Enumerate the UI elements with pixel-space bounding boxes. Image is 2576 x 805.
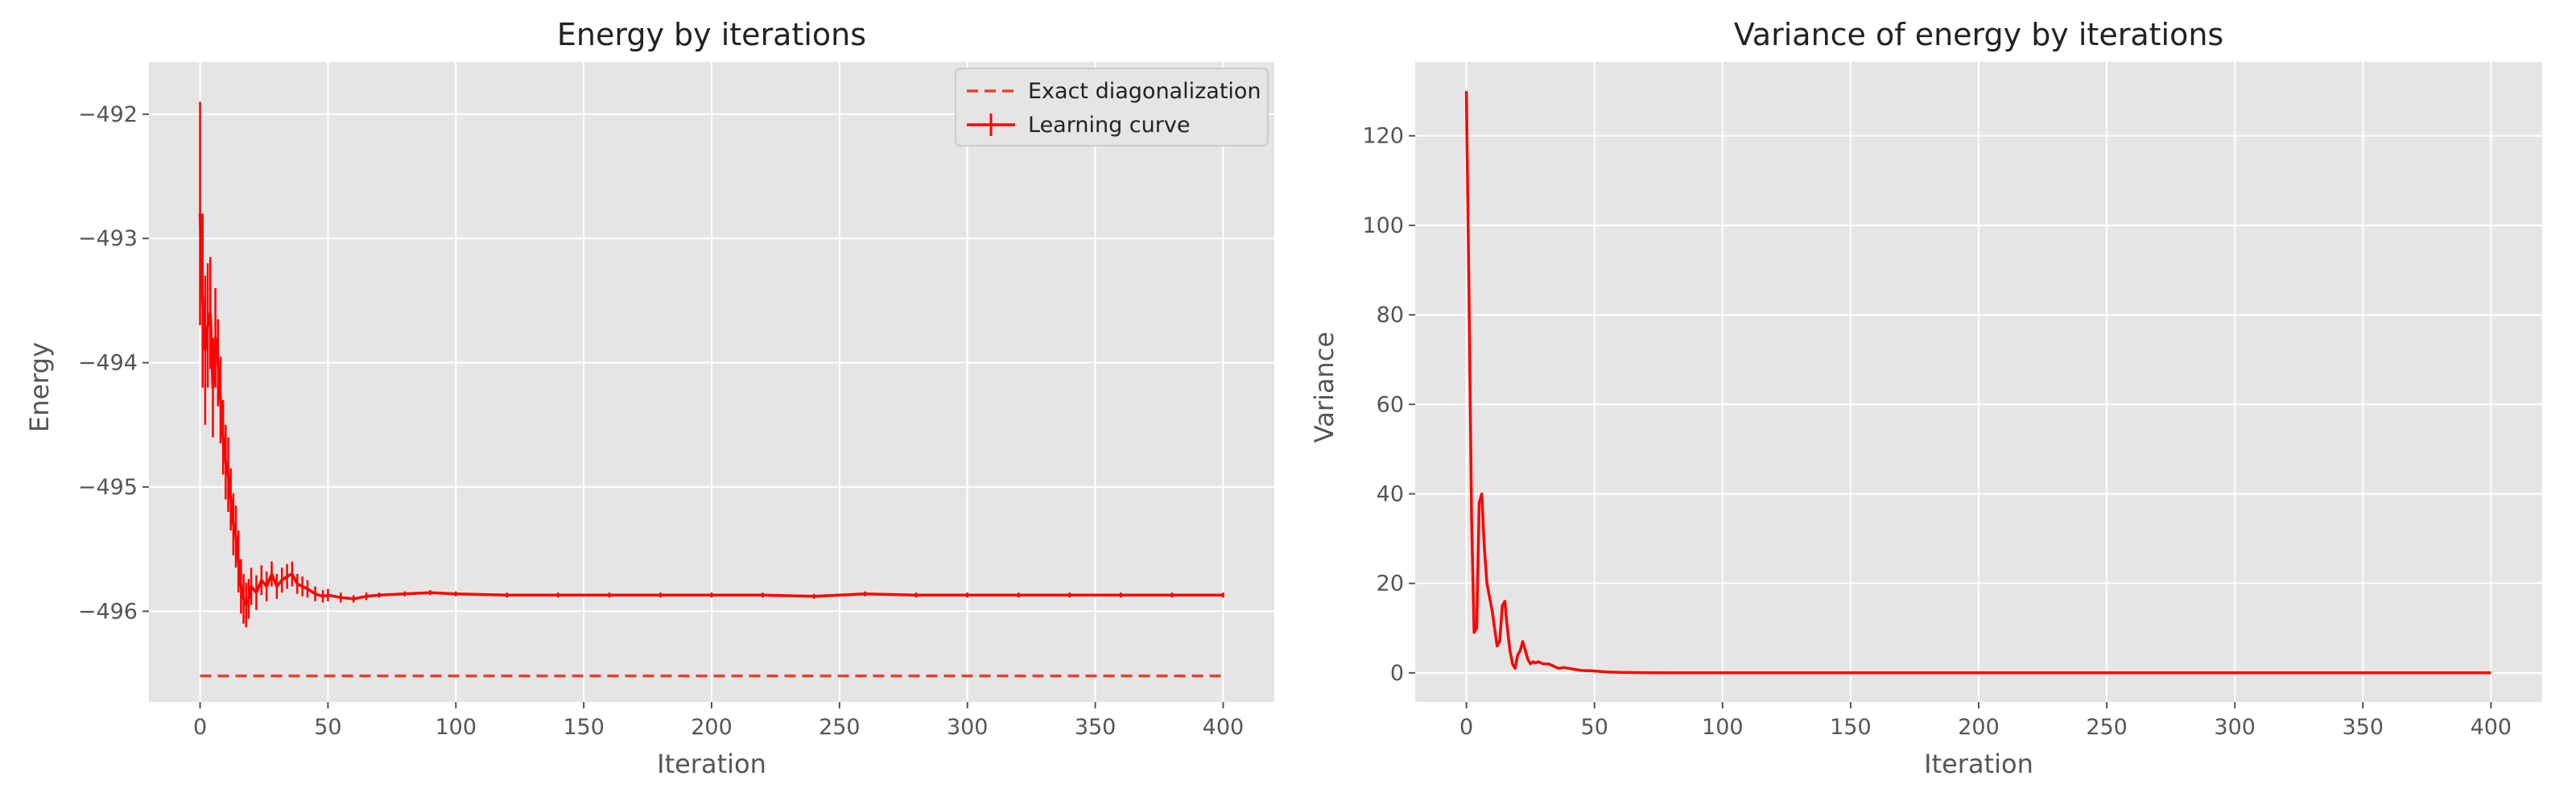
x-tick-label: 350 xyxy=(1075,715,1117,740)
legend-label-1: Learning curve xyxy=(1028,113,1190,138)
x-tick-label: 400 xyxy=(1203,715,1245,740)
series-line-1 xyxy=(198,213,1224,607)
variance-chart-title: Variance of energy by iterations xyxy=(1734,17,2223,52)
x-tick-label: 100 xyxy=(1702,715,1744,740)
x-tick-label: 200 xyxy=(1958,715,2000,740)
x-tick-label: 200 xyxy=(691,715,733,740)
y-tick-label: 40 xyxy=(1377,481,1404,506)
energy-x-axis-label: Iteration xyxy=(657,749,766,779)
x-tick-label: 150 xyxy=(1830,715,1872,740)
y-tick-label: −492 xyxy=(78,102,138,127)
y-tick-label: −494 xyxy=(78,351,138,376)
x-tick-label: 400 xyxy=(2471,715,2512,740)
x-tick-label: 0 xyxy=(193,715,207,740)
y-tick-label: 0 xyxy=(1390,661,1404,686)
y-tick-label: 60 xyxy=(1377,392,1404,417)
energy-chart-title: Energy by iterations xyxy=(557,17,866,52)
energy-chart: Energy by iterations Iteration Energy 0 5… xyxy=(24,17,1274,779)
variance-y-axis-label: Variance xyxy=(1309,332,1340,443)
variance-x-axis-label: Iteration xyxy=(1924,749,2033,779)
y-tick-label: 80 xyxy=(1377,303,1404,328)
x-tick-label: 100 xyxy=(435,715,477,740)
legend-label-0: Exact diagonalization xyxy=(1028,79,1261,104)
x-tick-label: 50 xyxy=(1581,715,1608,740)
y-tick-label: 120 xyxy=(1362,124,1404,149)
legend-box xyxy=(955,68,1269,147)
x-tick-label: 0 xyxy=(1459,715,1473,740)
x-tick-label: 250 xyxy=(819,715,861,740)
y-tick-label: −495 xyxy=(78,475,138,500)
x-tick-label: 250 xyxy=(2086,715,2128,740)
x-tick-label: 50 xyxy=(314,715,341,740)
series-line-0 xyxy=(1464,91,2491,675)
x-tick-label: 350 xyxy=(2342,715,2384,740)
y-tick-label: −496 xyxy=(78,599,138,624)
x-tick-label: 150 xyxy=(563,715,605,740)
energy-y-axis-label: Energy xyxy=(24,342,55,432)
variance-chart: Variance of energy by iterations Iterati… xyxy=(1309,17,2542,779)
y-tick-label: −493 xyxy=(78,226,138,251)
x-tick-label: 300 xyxy=(2214,715,2256,740)
y-tick-label: 20 xyxy=(1377,572,1404,597)
y-tick-label: 100 xyxy=(1362,213,1404,238)
x-tick-label: 300 xyxy=(947,715,989,740)
